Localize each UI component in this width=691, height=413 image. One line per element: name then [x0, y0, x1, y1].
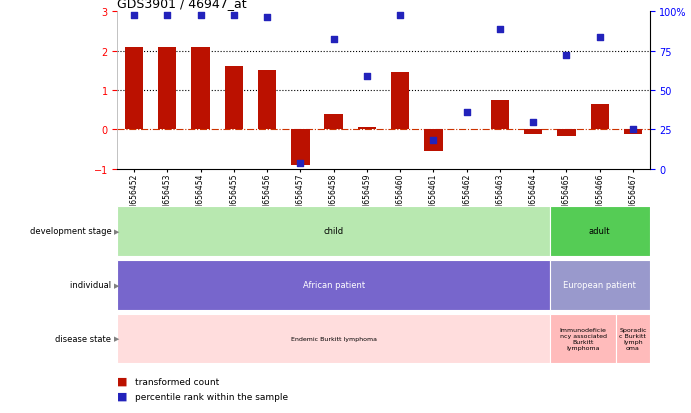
- Text: individual: individual: [70, 280, 114, 290]
- Text: Immunodeficie
ncy associated
Burkitt
lymphoma: Immunodeficie ncy associated Burkitt lym…: [560, 328, 607, 350]
- Bar: [117, 260, 550, 310]
- Point: [361, 74, 372, 81]
- Point: [328, 36, 339, 43]
- Bar: [550, 314, 616, 363]
- Bar: [491, 101, 509, 130]
- Point: [129, 13, 140, 19]
- Point: [262, 15, 273, 21]
- Text: disease state: disease state: [55, 334, 114, 343]
- Text: development stage: development stage: [30, 227, 114, 236]
- Bar: [358, 128, 376, 130]
- Text: ▶: ▶: [114, 282, 120, 288]
- Bar: [158, 47, 176, 130]
- Bar: [225, 67, 243, 130]
- Point: [228, 13, 239, 19]
- Point: [528, 119, 539, 126]
- Bar: [557, 130, 576, 137]
- Text: GDS3901 / 46947_at: GDS3901 / 46947_at: [117, 0, 247, 10]
- Text: ■: ■: [117, 391, 128, 401]
- Point: [627, 126, 638, 133]
- Text: European patient: European patient: [563, 280, 636, 290]
- Bar: [125, 47, 143, 130]
- Bar: [117, 206, 550, 256]
- Text: ■: ■: [117, 376, 128, 386]
- Text: Sporadic
c Burkitt
lymph
oma: Sporadic c Burkitt lymph oma: [619, 328, 647, 350]
- Bar: [258, 71, 276, 130]
- Bar: [616, 314, 650, 363]
- Bar: [550, 206, 650, 256]
- Point: [561, 52, 572, 59]
- Bar: [291, 130, 310, 165]
- Point: [395, 13, 406, 19]
- Text: Endemic Burkitt lymphoma: Endemic Burkitt lymphoma: [291, 336, 377, 341]
- Text: ▶: ▶: [114, 228, 120, 234]
- Bar: [624, 130, 642, 135]
- Text: ▶: ▶: [114, 336, 120, 342]
- Point: [594, 35, 605, 41]
- Bar: [524, 130, 542, 135]
- Bar: [550, 260, 650, 310]
- Point: [162, 13, 173, 19]
- Bar: [424, 130, 442, 152]
- Point: [428, 138, 439, 145]
- Text: percentile rank within the sample: percentile rank within the sample: [135, 392, 288, 401]
- Text: African patient: African patient: [303, 280, 365, 290]
- Bar: [117, 314, 550, 363]
- Bar: [191, 47, 210, 130]
- Point: [295, 160, 306, 167]
- Text: child: child: [323, 227, 343, 236]
- Bar: [325, 114, 343, 130]
- Text: adult: adult: [589, 227, 610, 236]
- Text: transformed count: transformed count: [135, 377, 219, 386]
- Bar: [591, 104, 609, 130]
- Point: [494, 27, 505, 33]
- Point: [461, 109, 472, 116]
- Bar: [391, 73, 409, 130]
- Point: [195, 13, 206, 19]
